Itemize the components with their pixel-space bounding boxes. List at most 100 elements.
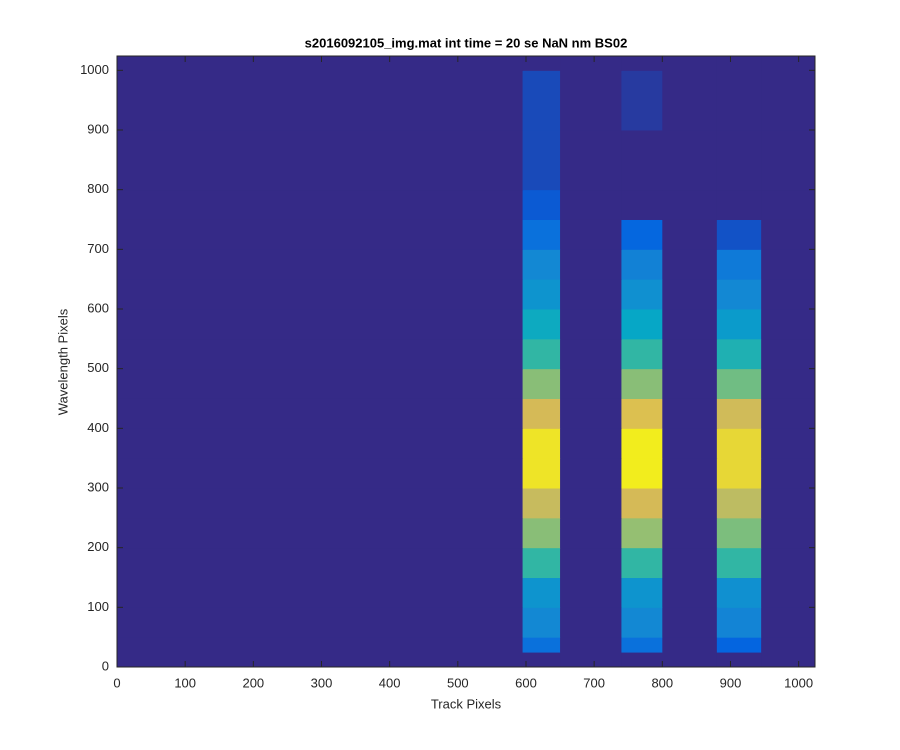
heatmap-cell [761, 368, 816, 399]
heatmap-cell [662, 652, 718, 668]
heatmap-cell [621, 577, 663, 608]
x-tick-label: 700 [583, 675, 605, 690]
heatmap-cell [522, 428, 561, 459]
plot-frame [116, 55, 816, 668]
x-axis-label: Track Pixels [431, 696, 502, 711]
heatmap-cell [761, 577, 816, 608]
y-tick-label: 0 [102, 658, 109, 673]
heatmap-cell [716, 219, 762, 250]
heatmap-cell [117, 249, 524, 280]
heatmap-cell [117, 547, 524, 578]
heatmap-cell [761, 308, 816, 340]
heatmap-cell [716, 56, 762, 71]
heatmap-cell [716, 547, 762, 578]
heatmap-cell [761, 70, 816, 131]
heatmap-cell [621, 308, 663, 340]
heatmap-cell [117, 398, 524, 429]
heatmap-cell [716, 577, 762, 608]
heatmap-cell [662, 458, 718, 489]
heatmap-cell [621, 189, 663, 220]
x-tick-label: 400 [379, 675, 401, 690]
heatmap-cell [716, 428, 762, 459]
heatmap-cell [522, 56, 561, 71]
heatmap-cell [117, 308, 524, 340]
heatmap-cell [662, 487, 718, 519]
heatmap-cell [560, 428, 622, 459]
heatmap-cell [560, 607, 622, 638]
heatmap-cell [716, 70, 762, 131]
heatmap-cell [761, 398, 816, 429]
heatmap-cell [560, 338, 622, 370]
heatmap-cell [117, 129, 524, 191]
y-tick-label: 300 [87, 479, 109, 494]
heatmap-cell [621, 338, 663, 370]
heatmap-cell [662, 308, 718, 340]
heatmap-cell [522, 577, 561, 608]
heatmap-cell [560, 577, 622, 608]
heatmap-cell [560, 279, 622, 310]
heatmap-cell [117, 607, 524, 638]
heatmap-cell [662, 517, 718, 549]
y-tick-label: 900 [87, 121, 109, 136]
heatmap-cell [621, 279, 663, 310]
heatmap-cell [117, 219, 524, 250]
x-tick-label: 900 [720, 675, 742, 690]
heatmap-cell [716, 338, 762, 370]
heatmap-cell [560, 398, 622, 429]
heatmap-cell [560, 129, 622, 191]
heatmap-cell [621, 368, 663, 399]
heatmap-cell [560, 637, 622, 653]
heatmap-cell [662, 637, 718, 653]
heatmap-cell [522, 129, 561, 191]
heatmap-cell [621, 428, 663, 459]
heatmap-cell [621, 129, 663, 191]
heatmap-cell [716, 398, 762, 429]
heatmap-cell [621, 547, 663, 578]
heatmap-cell [560, 487, 622, 519]
heatmap-cell [522, 487, 561, 519]
heatmap-cell [662, 577, 718, 608]
heatmap-cell [716, 652, 762, 668]
heatmap-cell [662, 279, 718, 310]
heatmap-cell [761, 129, 816, 191]
heatmap-cell [522, 607, 561, 638]
x-tick-label: 300 [311, 675, 333, 690]
chart-title: s2016092105_img.mat int time = 20 se NaN… [305, 35, 628, 50]
heatmap-cell [761, 487, 816, 519]
heatmap-cell [716, 279, 762, 310]
heatmap-cell [522, 637, 561, 653]
x-tick-label: 800 [651, 675, 673, 690]
heatmap-cell [117, 517, 524, 549]
heatmap-cell [560, 56, 622, 71]
heatmap-cell [621, 70, 663, 131]
heatmap-cell [117, 637, 524, 653]
heatmap-cell [621, 56, 663, 71]
x-tick-label: 200 [242, 675, 264, 690]
heatmap-cell [761, 279, 816, 310]
heatmap-cell [560, 70, 622, 131]
heatmap-cell [560, 547, 622, 578]
heatmap-cell [662, 368, 718, 399]
heatmap-cell [117, 56, 524, 71]
heatmap-cell [560, 368, 622, 399]
heatmap-cell [716, 517, 762, 549]
y-tick-label: 100 [87, 599, 109, 614]
heatmap-cell [621, 652, 663, 668]
heatmap-cell [716, 458, 762, 489]
y-tick-label: 1000 [80, 62, 109, 77]
heatmap-cell [621, 219, 663, 250]
heatmap-cell [560, 517, 622, 549]
heatmap-cell [761, 652, 816, 668]
heatmap-cell [522, 652, 561, 668]
heatmap-cell [560, 249, 622, 280]
heatmap-cell [761, 428, 816, 459]
heatmap-cell [662, 338, 718, 370]
heatmap-cell [522, 338, 561, 370]
heatmap-cell [560, 189, 622, 220]
heatmap-cell [662, 547, 718, 578]
heatmap-cell [716, 368, 762, 399]
heatmap-cell [522, 249, 561, 280]
heatmap-cell [560, 308, 622, 340]
heatmap-cell [662, 219, 718, 250]
heatmap-cell [662, 398, 718, 429]
